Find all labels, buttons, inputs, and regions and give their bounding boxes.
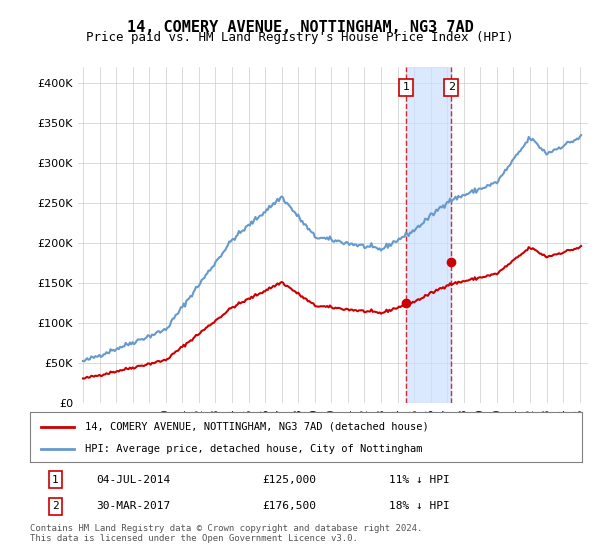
Text: 11% ↓ HPI: 11% ↓ HPI	[389, 475, 449, 485]
Text: 14, COMERY AVENUE, NOTTINGHAM, NG3 7AD (detached house): 14, COMERY AVENUE, NOTTINGHAM, NG3 7AD (…	[85, 422, 429, 432]
Text: 1: 1	[403, 82, 409, 92]
Text: 04-JUL-2014: 04-JUL-2014	[96, 475, 170, 485]
Text: HPI: Average price, detached house, City of Nottingham: HPI: Average price, detached house, City…	[85, 445, 422, 454]
Text: 18% ↓ HPI: 18% ↓ HPI	[389, 501, 449, 511]
Text: Contains HM Land Registry data © Crown copyright and database right 2024.
This d: Contains HM Land Registry data © Crown c…	[30, 524, 422, 543]
Text: £125,000: £125,000	[262, 475, 316, 485]
Text: 2: 2	[52, 501, 59, 511]
Text: £176,500: £176,500	[262, 501, 316, 511]
Bar	[406, 67, 451, 403]
Text: 30-MAR-2017: 30-MAR-2017	[96, 501, 170, 511]
Text: 1: 1	[52, 475, 59, 485]
Text: 14, COMERY AVENUE, NOTTINGHAM, NG3 7AD: 14, COMERY AVENUE, NOTTINGHAM, NG3 7AD	[127, 20, 473, 35]
Text: Price paid vs. HM Land Registry's House Price Index (HPI): Price paid vs. HM Land Registry's House …	[86, 31, 514, 44]
Text: 2: 2	[448, 82, 455, 92]
